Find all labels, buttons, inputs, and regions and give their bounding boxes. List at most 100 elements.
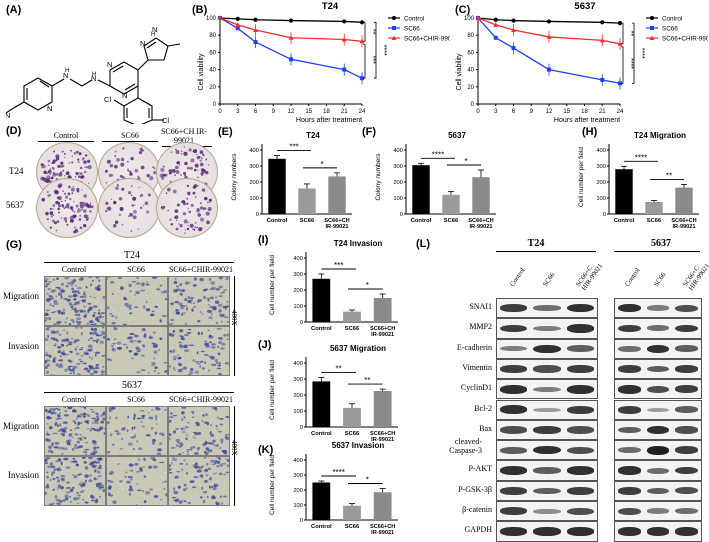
transwell-cell	[45, 438, 49, 442]
transwell-cell	[197, 447, 201, 449]
transwell-cell	[194, 437, 197, 439]
transwell-pore	[171, 347, 173, 349]
transwell-pore	[171, 350, 173, 352]
transwell-cell	[199, 360, 204, 363]
transwell-cell	[51, 471, 56, 475]
colony-dot	[49, 211, 54, 215]
transwell-cell	[70, 337, 74, 340]
transwell-cell	[210, 281, 215, 285]
transwell-cell	[197, 299, 203, 302]
transwell-pore	[204, 356, 206, 358]
transwell-pore	[120, 298, 122, 300]
transwell-cell	[184, 426, 189, 429]
blot-protein-label: Vimentin	[462, 362, 492, 372]
transwell-pore	[75, 362, 77, 364]
transwell-cell	[224, 289, 228, 291]
colony-dot	[77, 161, 80, 164]
transwell-pore	[208, 306, 210, 308]
transwell-cell	[138, 469, 143, 472]
transwell-cell	[216, 287, 219, 290]
transwell-cell	[183, 459, 186, 461]
transwell-pore	[121, 467, 123, 469]
transwell-pore	[173, 492, 175, 494]
blot-band	[646, 527, 670, 536]
transwell-pore	[186, 354, 188, 356]
transwell-cell	[48, 445, 52, 449]
transwell-pore	[56, 412, 58, 414]
transwell-cell	[151, 361, 156, 366]
blot-band	[618, 447, 641, 454]
transwell-cell	[128, 350, 133, 353]
transwell-pore	[67, 491, 69, 493]
transwell-pore	[223, 372, 225, 374]
blot-band	[533, 407, 561, 412]
tw2-col-sc66: SC66	[127, 395, 145, 404]
transwell-cell	[216, 367, 221, 370]
transwell-cell	[89, 474, 92, 477]
transwell-cell	[78, 313, 81, 317]
transwell-cell	[47, 334, 49, 338]
transwell-cell	[155, 423, 158, 426]
transwell-cell	[176, 470, 181, 473]
transwell-cell	[94, 500, 98, 504]
transwell-cell	[165, 493, 167, 497]
transwell-pore	[130, 313, 132, 315]
transwell-pore	[117, 462, 119, 464]
transwell-cell	[177, 356, 182, 360]
transwell-cell	[95, 415, 99, 418]
colony-dot	[190, 158, 195, 163]
blot-band	[646, 508, 670, 514]
transwell-image	[44, 456, 106, 506]
transwell-cell	[57, 430, 61, 432]
tw1-col-combo: SC66+CHIR-99021	[168, 265, 234, 274]
transwell-pore	[87, 488, 89, 490]
transwell-cell	[175, 308, 180, 312]
transwell-cell	[201, 486, 204, 490]
transwell-pore	[172, 284, 174, 286]
colony-dot	[78, 175, 81, 178]
tw2-bracket	[234, 406, 235, 506]
colony-dot	[75, 171, 79, 176]
blot-band	[675, 324, 698, 333]
transwell-pore	[175, 317, 177, 319]
transwell-pore	[145, 361, 147, 363]
transwell-pore	[98, 411, 100, 413]
transwell-pore	[72, 308, 74, 310]
transwell-cell	[94, 353, 97, 357]
blot-band	[533, 386, 561, 393]
transwell-cell	[97, 475, 101, 477]
colony-dot	[71, 215, 74, 218]
chart-c-ytick-label: 80	[467, 33, 474, 39]
transwell-pore	[83, 349, 85, 351]
transwell-cell	[218, 277, 224, 280]
transwell-pore	[103, 371, 105, 373]
colony-dot	[69, 197, 72, 201]
transwell-pore	[55, 475, 57, 477]
transwell-cell	[58, 333, 62, 336]
transwell-cell	[119, 286, 124, 290]
transwell-cell	[177, 354, 180, 356]
transwell-pore	[223, 421, 225, 423]
transwell-cell	[53, 344, 56, 347]
blot-5637-rule	[614, 251, 700, 252]
transwell-cell	[52, 408, 56, 412]
blot-strip-t24	[496, 399, 598, 420]
transwell-cell	[173, 430, 177, 434]
transwell-cell	[130, 478, 133, 481]
transwell-cell	[80, 485, 83, 488]
transwell-pore	[165, 472, 167, 474]
transwell-cell	[113, 327, 118, 331]
transwell-cell	[108, 485, 112, 489]
transwell-cell	[70, 283, 74, 287]
transwell-cell	[83, 407, 87, 410]
transwell-pore	[131, 328, 133, 330]
transwell-cell	[211, 495, 216, 499]
transwell-cell	[92, 443, 98, 445]
transwell-cell	[76, 497, 81, 500]
colony-dot	[116, 184, 119, 187]
transwell-cell	[225, 305, 229, 308]
transwell-cell	[216, 465, 220, 468]
transwell-pore	[142, 301, 144, 303]
transwell-cell	[133, 416, 136, 421]
transwell-cell	[133, 340, 137, 342]
